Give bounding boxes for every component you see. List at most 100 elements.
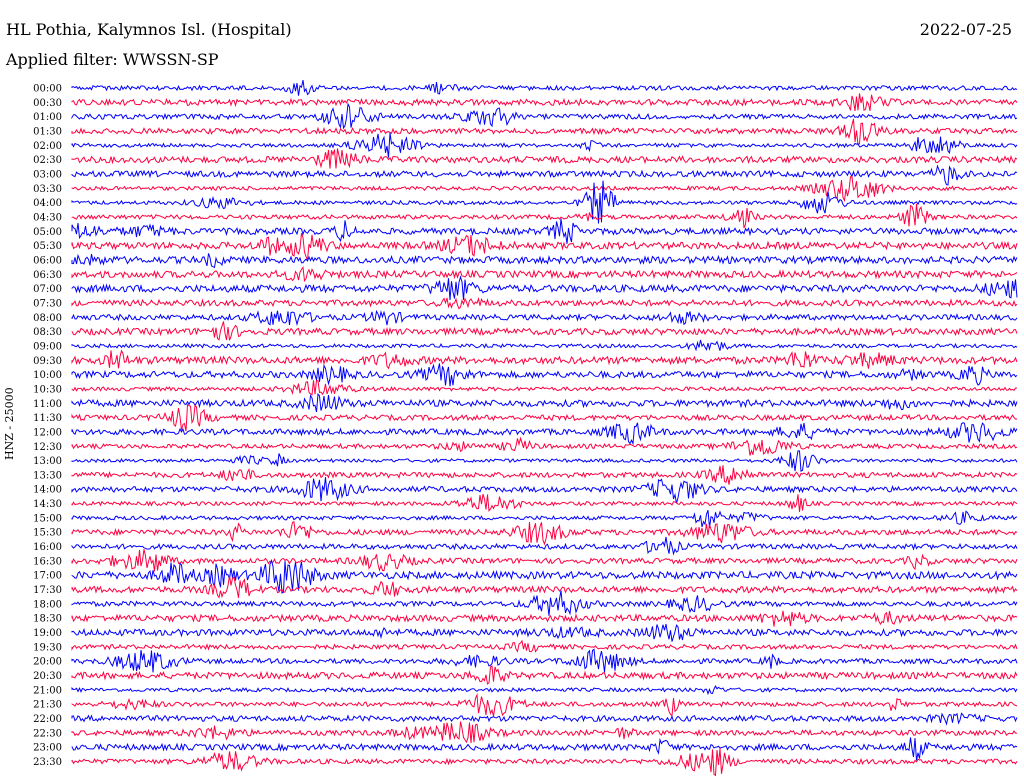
seismic-trace-row — [71, 549, 1018, 572]
row-time-label: 18:30 — [33, 614, 62, 625]
row-time-label: 19:00 — [33, 628, 62, 639]
row-time-label: 04:00 — [33, 198, 62, 209]
row-time-label: 22:00 — [33, 714, 62, 725]
seismic-trace-row — [71, 450, 1018, 473]
seismic-trace-row — [71, 309, 1018, 327]
row-time-label: 00:00 — [33, 84, 62, 95]
station-title: HL Pothia, Kalymnos Isl. (Hospital) — [6, 20, 292, 39]
row-time-label: 10:00 — [33, 370, 62, 381]
seismic-trace-row — [71, 721, 1018, 744]
row-time-label: 20:30 — [33, 671, 62, 682]
row-time-label: 11:30 — [33, 413, 62, 424]
seismic-trace-row — [71, 737, 1018, 761]
seismic-trace-row — [71, 233, 1018, 261]
seismic-trace-row — [71, 493, 1018, 513]
seismic-trace-row — [71, 392, 1018, 413]
seismic-trace-row — [71, 693, 1018, 718]
row-time-label: 15:00 — [33, 513, 62, 524]
row-time-label: 16:00 — [33, 542, 62, 553]
row-time-label: 05:00 — [33, 227, 62, 238]
row-time-label: 02:00 — [33, 141, 62, 152]
seismic-trace-row — [71, 339, 1018, 352]
seismic-trace-row — [71, 275, 1018, 301]
row-time-label: 21:00 — [33, 685, 62, 696]
row-time-label: 13:00 — [33, 456, 62, 467]
row-time-label: 09:30 — [33, 356, 62, 367]
seismic-trace-row — [71, 164, 1018, 186]
seismic-trace-row — [71, 118, 1018, 146]
seismic-trace-row — [71, 510, 1018, 529]
seismic-trace-row — [71, 203, 1018, 229]
seismic-trace-row — [71, 623, 1018, 642]
row-time-label: 23:00 — [33, 743, 62, 754]
seismic-trace-row — [71, 685, 1018, 696]
seismic-trace-row — [71, 176, 1018, 203]
seismic-trace-row — [71, 712, 1018, 726]
row-time-label: 07:30 — [33, 298, 62, 309]
row-time-label: 18:00 — [33, 599, 62, 610]
seismic-trace-row — [71, 253, 1018, 269]
row-time-label: 20:00 — [33, 657, 62, 668]
row-time-label: 11:00 — [33, 399, 62, 410]
row-time-label: 01:00 — [33, 112, 62, 123]
seismic-trace-row — [71, 132, 1018, 158]
row-time-label: 09:00 — [33, 341, 62, 352]
row-time-label: 03:00 — [33, 169, 62, 180]
row-time-label: 23:30 — [33, 757, 62, 768]
date-label: 2022-07-25 — [919, 20, 1012, 39]
row-time-label: 04:30 — [33, 212, 62, 223]
seismic-trace-row — [71, 180, 1018, 224]
seismic-trace-row — [71, 436, 1018, 456]
row-time-label: 02:30 — [33, 155, 62, 166]
seismic-trace-row — [71, 266, 1018, 283]
row-time-label: 12:00 — [33, 427, 62, 438]
seismic-trace-row — [71, 296, 1018, 310]
seismic-trace-row — [71, 93, 1018, 111]
seismic-trace-row — [71, 148, 1018, 169]
seismic-trace-row — [71, 218, 1018, 244]
seismic-trace-row — [71, 321, 1018, 341]
seismic-trace-row — [71, 748, 1018, 777]
seismic-trace-row — [71, 403, 1017, 432]
seismic-trace-row — [71, 648, 1018, 673]
seismic-trace-row — [71, 102, 1018, 130]
row-time-label: 07:00 — [33, 284, 62, 295]
row-time-label: 19:30 — [33, 642, 62, 653]
seismic-trace-row — [71, 590, 1018, 616]
seismic-trace-row — [71, 610, 1018, 627]
row-time-label: 06:00 — [33, 255, 62, 266]
seismic-trace-row — [71, 558, 1018, 594]
row-time-label: 13:30 — [33, 470, 62, 481]
seismic-trace-row — [71, 575, 1018, 599]
seismic-trace-row — [71, 477, 1018, 504]
row-time-label: 21:30 — [33, 700, 62, 711]
row-time-label: 14:30 — [33, 499, 62, 510]
row-time-label: 06:30 — [33, 270, 62, 281]
seismic-trace-row — [71, 536, 1018, 556]
row-time-label: 08:30 — [33, 327, 62, 338]
row-time-label: 10:30 — [33, 384, 62, 395]
seismic-trace-row — [71, 349, 1018, 370]
row-time-label: 17:00 — [33, 571, 62, 582]
seismic-trace-row — [71, 665, 1018, 685]
row-time-label: 03:30 — [33, 184, 62, 195]
seismic-trace-row — [71, 465, 1018, 485]
filter-label: Applied filter: WWSSN-SP — [6, 50, 219, 69]
row-time-label: 12:30 — [33, 442, 62, 453]
seismic-trace-row — [71, 639, 1018, 653]
seismic-trace-row — [71, 521, 1018, 546]
row-time-label: 05:30 — [33, 241, 62, 252]
row-time-label: 16:30 — [33, 556, 62, 567]
seismic-trace-row — [71, 363, 1018, 387]
row-time-label: 15:30 — [33, 528, 62, 539]
row-time-label: 17:30 — [33, 585, 62, 596]
seismic-trace-row — [71, 422, 1018, 446]
row-time-label: 08:00 — [33, 313, 62, 324]
row-time-label: 14:00 — [33, 485, 62, 496]
seismic-trace-row — [71, 379, 1018, 396]
seismic-trace-row — [71, 79, 1018, 96]
row-time-label: 22:30 — [33, 728, 62, 739]
row-time-label: 00:30 — [33, 98, 62, 109]
row-time-label: 01:30 — [33, 126, 62, 137]
